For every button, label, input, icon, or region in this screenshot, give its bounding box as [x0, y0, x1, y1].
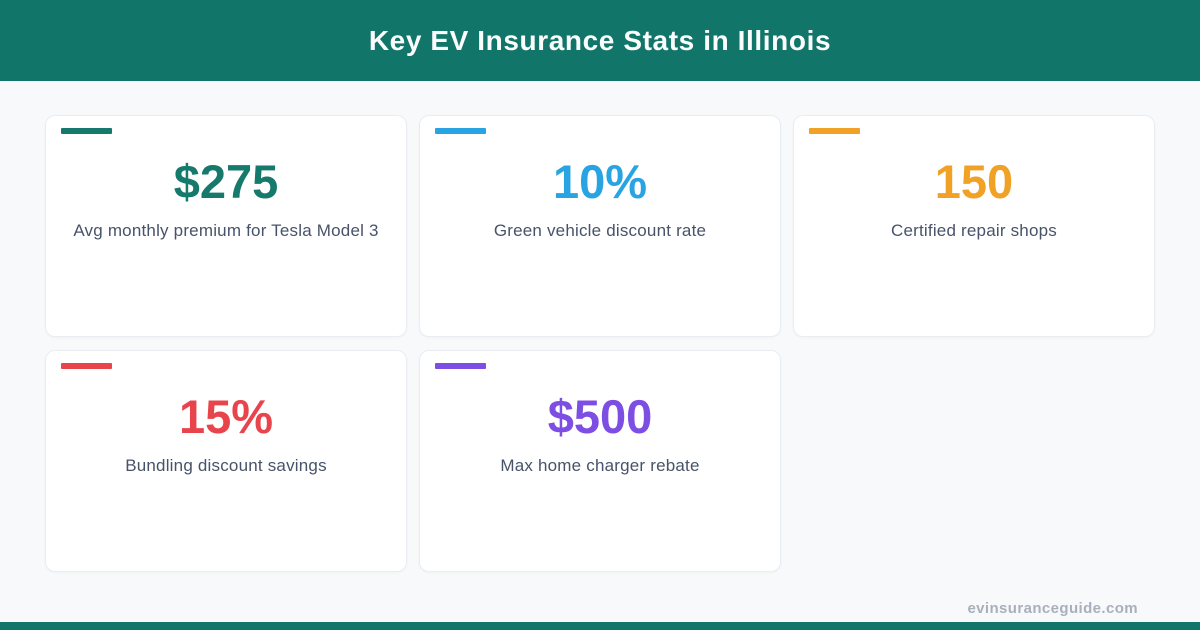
stat-card: 150 Certified repair shops	[793, 115, 1155, 337]
stat-card: 15% Bundling discount savings	[45, 350, 407, 572]
stat-label: Green vehicle discount rate	[493, 221, 707, 240]
stat-value: $500	[547, 390, 653, 443]
stat-value: 10%	[552, 155, 648, 208]
card-accent-bar	[61, 128, 112, 134]
stat-label: Certified repair shops	[891, 221, 1057, 240]
stat-card: 10% Green vehicle discount rate	[419, 115, 781, 337]
stat-value: 150	[934, 155, 1014, 208]
stat-label: Bundling discount savings	[125, 456, 327, 475]
bottom-accent-bar	[0, 622, 1200, 630]
stat-value: 15%	[178, 390, 274, 443]
page-title: Key EV Insurance Stats in Illinois	[368, 24, 832, 56]
header-banner: Key EV Insurance Stats in Illinois	[0, 0, 1200, 81]
stats-grid: $275 Avg monthly premium for Tesla Model…	[0, 115, 1200, 572]
stat-card: $500 Max home charger rebate	[419, 350, 781, 572]
stat-value: $275	[173, 155, 279, 208]
card-accent-bar	[435, 363, 486, 369]
stat-label: Avg monthly premium for Tesla Model 3	[73, 221, 379, 240]
stat-card: $275 Avg monthly premium for Tesla Model…	[45, 115, 407, 337]
card-accent-bar	[61, 363, 112, 369]
card-accent-bar	[809, 128, 860, 134]
stat-label: Max home charger rebate	[500, 456, 700, 475]
site-attribution: evinsuranceguide.com	[967, 600, 1138, 617]
card-accent-bar	[435, 128, 486, 134]
